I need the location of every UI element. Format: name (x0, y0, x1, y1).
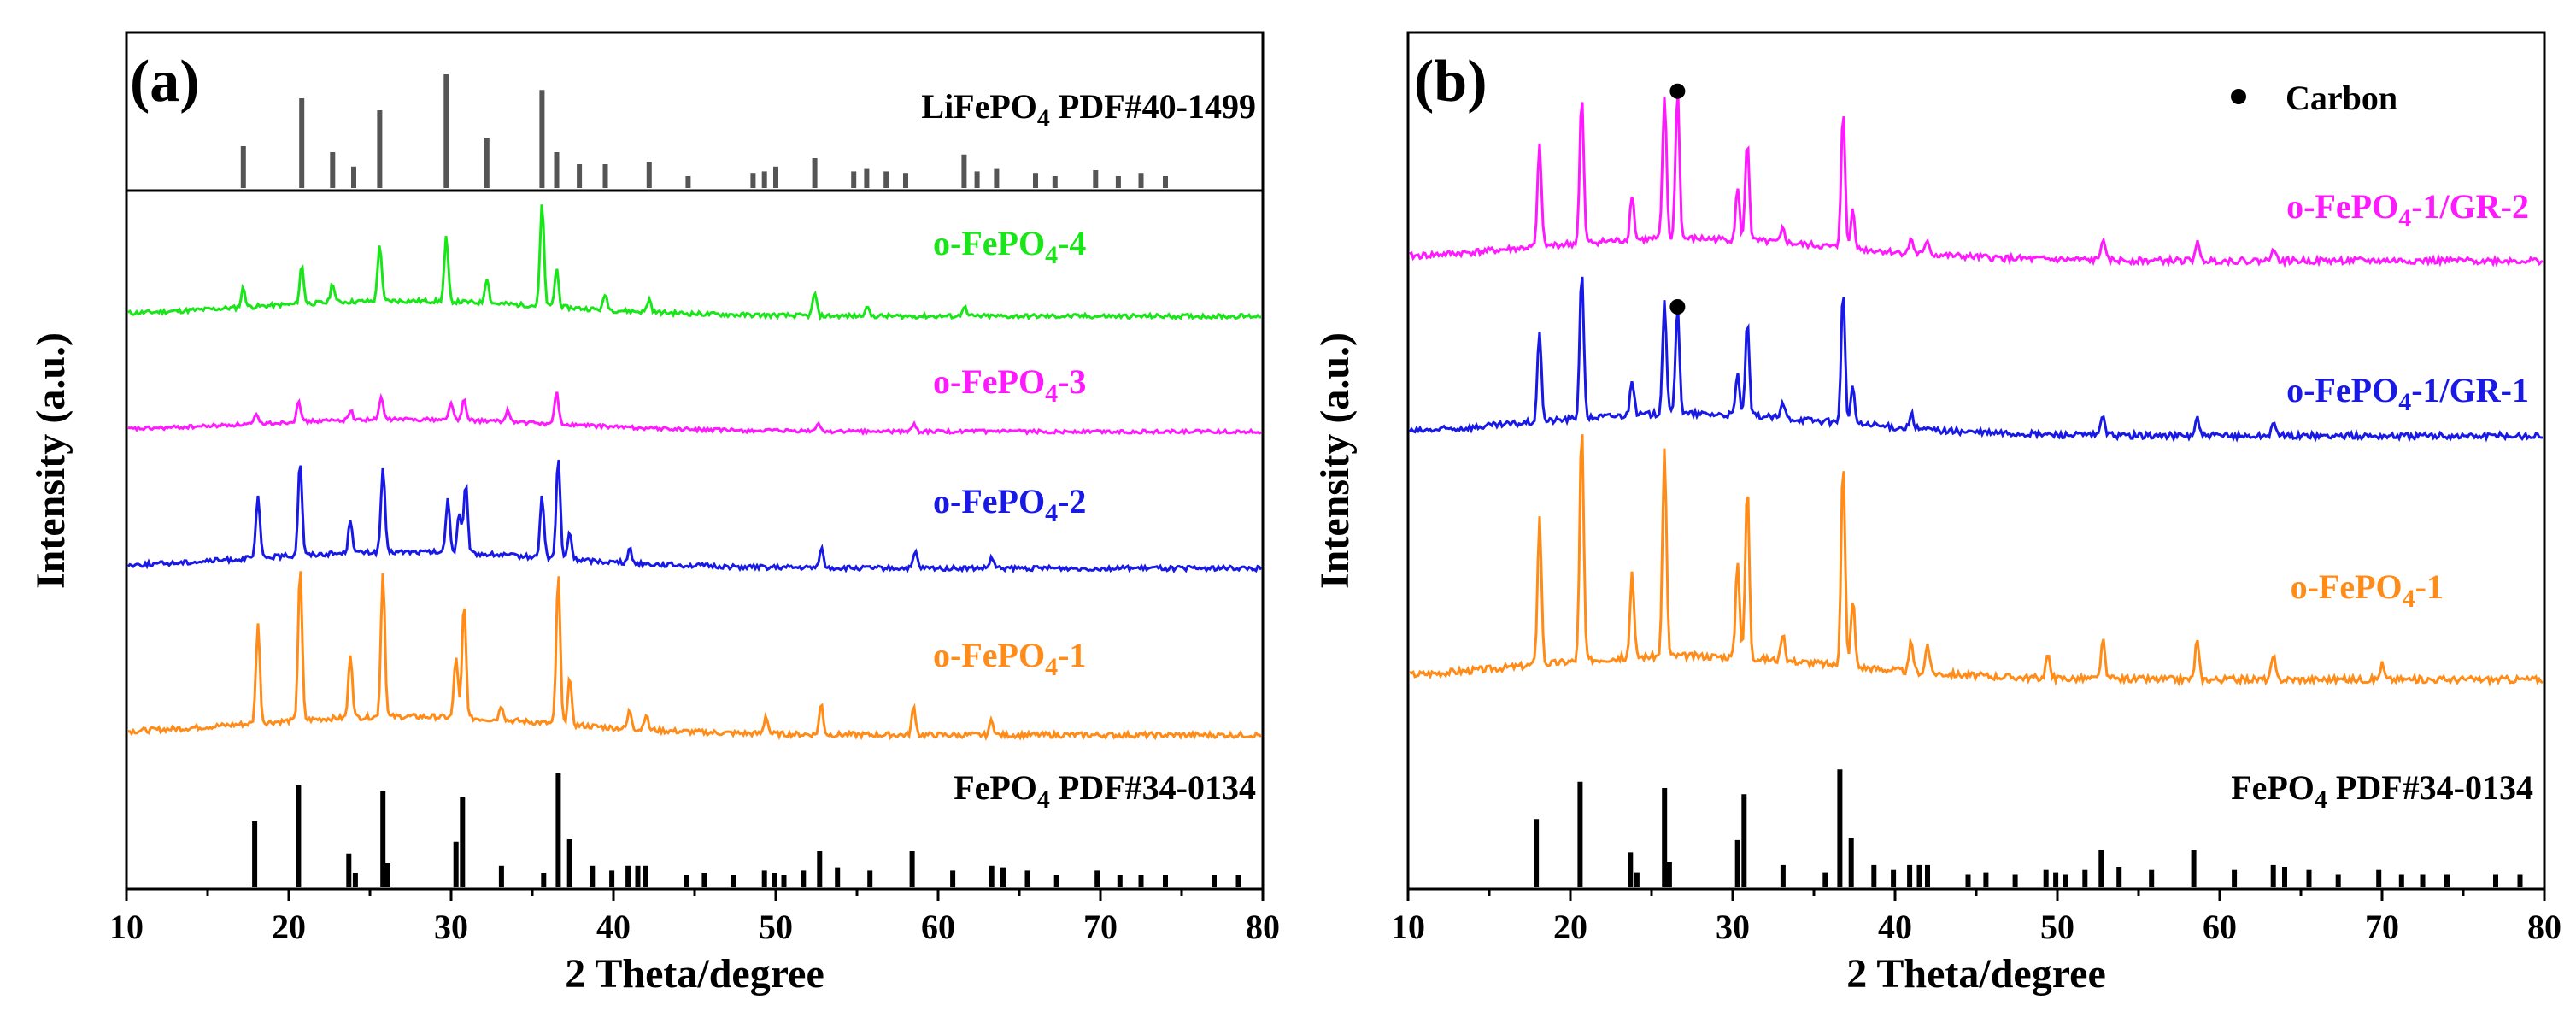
panel-b-y-axis-label: Intensity (a.u.) (1312, 332, 1358, 589)
panel-a-x-tick-label-80: 80 (1246, 908, 1280, 946)
panel-b-fepo4-reference-sticks (1534, 769, 2523, 887)
panel-a-x-tick-label-40: 40 (596, 908, 631, 946)
panel-b-x-tick-label-40: 40 (1878, 908, 1912, 946)
series-line-o-fepo4-1-gr-2 (1409, 92, 2544, 268)
panel-a-label: (a) (130, 49, 200, 115)
panel-b-label: (b) (1414, 49, 1488, 115)
panel-b-x-tick-label-10: 10 (1391, 908, 1425, 946)
panel-a-x-tick-label-70: 70 (1083, 908, 1118, 946)
panel-a-y-axis-label: Intensity (a.u.) (28, 332, 73, 589)
panel-b-x-tick-label-60: 60 (2203, 908, 2237, 946)
series-label-o-fepo4-1-gr-2: o-FePO4-1/GR-2 (2286, 187, 2529, 232)
panel-b-x-tick-label-70: 70 (2365, 908, 2399, 946)
series-line-o-fepo4-4 (127, 204, 1261, 322)
series-line-o-fepo4-1-b (1409, 434, 2544, 687)
series-line-o-fepo4-1 (128, 571, 1263, 742)
panel-a-x-tick-label-20: 20 (272, 908, 306, 946)
panel-b-x-ticks: 10 20 30 40 50 60 70 80 (1391, 889, 2561, 946)
panel-b-x-tick-label-50: 50 (2040, 908, 2074, 946)
carbon-legend-label: Carbon (2286, 79, 2397, 117)
panel-a-fepo4-reference-label: FePO4 PDF#34-0134 (954, 768, 1256, 814)
panel-a-x-tick-label-60: 60 (921, 908, 955, 946)
panel-a-x-tick-label-50: 50 (759, 908, 793, 946)
series-label-o-fepo4-1-b: o-FePO4-1 (2291, 567, 2444, 613)
series-line-o-fepo4-3 (127, 391, 1262, 437)
panel-a-lifepo4-reference-label: LiFePO4 PDF#40-1499 (921, 87, 1256, 132)
panel-a-x-axis-label: 2 Theta/degree (565, 951, 824, 997)
panel-a-lifepo4-reference-sticks (240, 74, 1168, 188)
panel-a-fepo4-reference-sticks (252, 773, 1241, 887)
panel-b-x-tick-label-20: 20 (1553, 908, 1587, 946)
panel-b: (b) 10 20 30 40 50 60 70 80 2 Theta/degree Inte… (1312, 31, 2561, 997)
panel-a-x-ticks: 10 20 30 40 50 60 70 80 (109, 889, 1280, 946)
panel-a-x-tick-label-30: 30 (434, 908, 468, 946)
series-label-o-fepo4-4: o-FePO4-4 (933, 224, 1086, 269)
panel-a: (a) 10 20 30 40 50 60 70 80 2 Theta/degree Inte… (28, 31, 1280, 997)
panel-a-frame (125, 31, 1265, 891)
panel-b-fepo4-reference-label: FePO4 PDF#34-0134 (2231, 768, 2533, 814)
series-line-o-fepo4-2 (126, 459, 1263, 574)
series-label-o-fepo4-3: o-FePO4-3 (933, 362, 1086, 408)
series-label-o-fepo4-1-gr-1: o-FePO4-1/GR-1 (2286, 371, 2529, 416)
carbon-peak-marker-gr-2 (1669, 83, 1686, 99)
panel-b-x-axis-label: 2 Theta/degree (1846, 951, 2106, 997)
series-line-o-fepo4-1-gr-1 (1408, 276, 2544, 443)
panel-b-x-tick-label-30: 30 (1716, 908, 1750, 946)
carbon-peak-marker-gr-1 (1669, 299, 1686, 315)
series-label-o-fepo4-1: o-FePO4-1 (933, 636, 1086, 681)
panel-b-x-tick-label-80: 80 (2527, 908, 2561, 946)
carbon-legend-marker (2231, 89, 2246, 104)
panel-a-x-tick-label-10: 10 (109, 908, 144, 946)
series-label-o-fepo4-2: o-FePO4-2 (933, 482, 1086, 527)
